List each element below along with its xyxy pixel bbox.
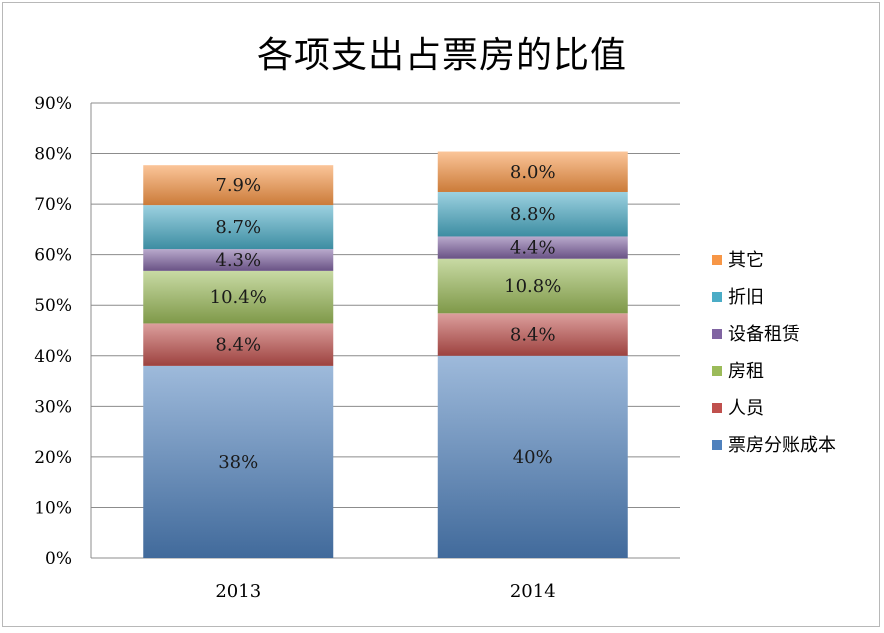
data-label: 40%: [513, 447, 553, 468]
data-labels: 38% 8.4% 10.4% 4.3% 8.7% 7.9% 40% 8.4% 10.8% 4.4%…: [210, 162, 562, 473]
bar-2014-rent: [437, 258, 628, 314]
bar-2014-depreciation: [437, 191, 628, 237]
legend-swatch-box-office-share: [712, 440, 722, 450]
bar-2013-rent: [143, 270, 334, 324]
y-tick-label: 50%: [34, 296, 72, 316]
bar-segments: [143, 151, 628, 558]
legend-label: 设备租赁: [728, 324, 800, 345]
y-tick-label: 0%: [45, 549, 72, 569]
x-tick-label: 2014: [510, 581, 556, 602]
bar-2013-equipment-lease: [143, 249, 334, 271]
legend-swatch-rent: [712, 366, 722, 376]
bar-2013-box-office-share: [143, 365, 334, 558]
bar-2013-other: [143, 165, 334, 206]
y-tick-label: 10%: [34, 498, 72, 518]
data-label: 4.3%: [215, 250, 261, 271]
chart-title: 各项支出占票房的比值: [256, 35, 627, 76]
legend-label: 人员: [728, 398, 764, 419]
y-axis-tick-labels: 0% 10% 20% 30% 40% 50% 60% 70% 80% 90%: [34, 94, 72, 569]
y-tick-label: 40%: [34, 347, 72, 367]
legend-swatch-other: [712, 255, 722, 265]
bar-2014-staff: [437, 313, 628, 356]
legend-swatch-staff: [712, 403, 722, 413]
legend-label: 房租: [728, 361, 764, 382]
y-tick-label: 60%: [34, 246, 72, 266]
legend-label: 票房分账成本: [728, 435, 836, 456]
data-label: 8.7%: [215, 217, 261, 238]
data-label: 8.4%: [215, 335, 261, 356]
legend-label: 折旧: [728, 287, 764, 308]
bar-2013-staff: [143, 323, 334, 366]
legend-swatch-equipment-lease: [712, 329, 722, 339]
data-label: 10.8%: [504, 276, 561, 297]
y-tick-label: 30%: [34, 397, 72, 417]
data-label: 8.0%: [510, 162, 556, 183]
data-label: 38%: [218, 452, 258, 473]
legend-swatch-depreciation: [712, 292, 722, 302]
bar-2013-depreciation: [143, 205, 334, 250]
legend-label: 其它: [728, 250, 764, 271]
data-label: 8.8%: [510, 204, 556, 225]
x-tick-label: 2013: [215, 581, 261, 602]
data-label: 10.4%: [210, 287, 267, 308]
bar-2014-other: [437, 151, 628, 192]
y-tick-label: 70%: [34, 195, 72, 215]
data-label: 8.4%: [510, 325, 556, 346]
data-label: 7.9%: [215, 175, 261, 196]
bar-2014-equipment-lease: [437, 236, 628, 259]
bar-2014-box-office-share: [437, 355, 628, 558]
y-tick-label: 90%: [34, 94, 72, 114]
data-label: 4.4%: [510, 238, 556, 259]
x-axis-category-labels: 2013 2014: [215, 581, 555, 602]
y-tick-label: 80%: [34, 145, 72, 165]
y-tick-label: 20%: [34, 448, 72, 468]
